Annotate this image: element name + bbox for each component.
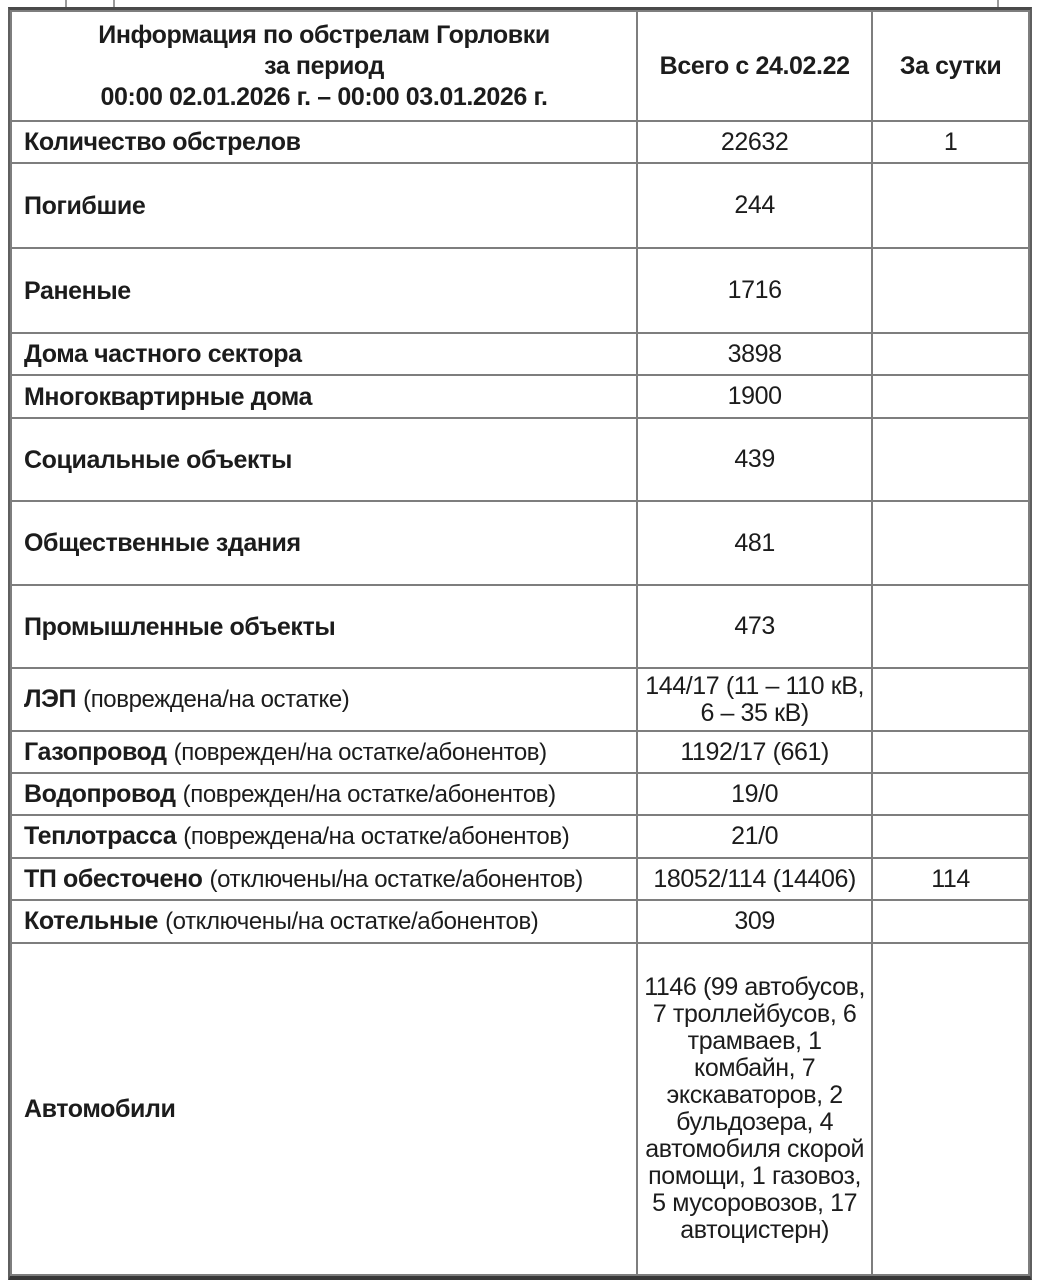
row-label: Теплотрасса: [24, 822, 177, 850]
row-daily-value: [871, 584, 1030, 669]
row-label-cell: Погибшие: [9, 162, 639, 249]
table-row: Газопровод (поврежден/на остатке/абоненто…: [9, 730, 1030, 774]
table-row: Теплотрасса (повреждена/на остатке/абонен…: [9, 814, 1030, 859]
row-daily-value: [871, 332, 1030, 376]
table-row: ТП обесточено (отключены/на остатке/абоне…: [9, 857, 1030, 901]
row-label-cell: ЛЭП (повреждена/на остатке): [9, 667, 639, 732]
table-row: Дома частного сектора 3898: [9, 332, 1030, 376]
table-row: Котельные (отключены/на остатке/абонентов…: [9, 899, 1030, 944]
row-daily-value: [871, 814, 1030, 859]
row-label-cell: Водопровод (поврежден/на остатке/абоненто…: [9, 772, 639, 816]
row-label-note: (поврежден/на остатке/абонентов): [182, 780, 556, 808]
table-row: Автомобили 1146 (99 автобусов, 7 троллей…: [9, 942, 1030, 1276]
row-label: Дома частного сектора: [24, 340, 302, 368]
row-total-value: 1716: [636, 247, 874, 334]
row-total-value: 22632: [636, 120, 874, 164]
shelling-info-table: Информация по обстрелам Горловки за пери…: [8, 7, 1032, 1280]
row-daily-value: 114: [871, 857, 1030, 901]
row-label-note: (отключены/на остатке/абонентов): [165, 908, 539, 935]
row-label-cell: Дома частного сектора: [9, 332, 639, 376]
row-daily-value: [871, 162, 1030, 249]
row-total-value: 1900: [636, 374, 874, 419]
row-label-cell: Котельные (отключены/на остатке/абонентов…: [9, 899, 639, 944]
table-row: Раненые 1716: [9, 247, 1030, 334]
row-label-cell: Газопровод (поврежден/на остатке/абоненто…: [9, 730, 639, 774]
cropped-row-artifact: [65, 0, 67, 8]
row-label-cell: Промышленные объекты: [9, 584, 639, 669]
data-table: Информация по обстрелам Горловки за пери…: [9, 10, 1030, 1276]
row-daily-value: [871, 247, 1030, 334]
table-row: Водопровод (поврежден/на остатке/абоненто…: [9, 772, 1030, 816]
row-label-cell: Раненые: [9, 247, 639, 334]
table-row: Промышленные объекты 473: [9, 584, 1030, 669]
row-label: Газопровод: [24, 737, 167, 766]
row-label: Автомобили: [24, 1095, 176, 1123]
row-daily-value: 1: [871, 120, 1030, 164]
row-total-value: 1192/17 (661): [636, 730, 874, 774]
row-daily-value: [871, 730, 1030, 774]
row-total-value: 481: [636, 500, 874, 586]
row-total-value: 439: [636, 417, 874, 502]
row-total-value: 309: [636, 899, 874, 944]
row-label: ЛЭП: [24, 685, 77, 713]
row-label-cell: Общественные здания: [9, 500, 639, 586]
row-total-value: 473: [636, 584, 874, 669]
row-label-note: (повреждена/на остатке/абонентов): [183, 823, 570, 850]
row-label-cell: Автомобили: [9, 942, 639, 1276]
row-label-note: (отключены/на остатке/абонентов): [209, 865, 584, 893]
row-label: Социальные объекты: [24, 445, 292, 474]
row-total-value: 244: [636, 162, 874, 249]
table-row: Погибшие 244: [9, 162, 1030, 249]
row-daily-value: [871, 772, 1030, 816]
table-row: ЛЭП (повреждена/на остатке) 144/17 (11 – …: [9, 667, 1030, 732]
row-label: Промышленные объекты: [24, 612, 336, 641]
row-label: Общественные здания: [24, 529, 301, 557]
column-header-daily: За сутки: [871, 10, 1030, 122]
row-label: Водопровод: [24, 779, 176, 808]
row-daily-value: [871, 667, 1030, 732]
row-daily-value: [871, 942, 1030, 1276]
row-daily-value: [871, 899, 1030, 944]
row-daily-value: [871, 374, 1030, 419]
row-label: Котельные: [24, 907, 159, 935]
cropped-row-artifact: [997, 0, 999, 8]
header-row: Информация по обстрелам Горловки за пери…: [9, 10, 1030, 122]
row-total-value: 18052/114 (14406): [636, 857, 874, 901]
row-label-cell: ТП обесточено (отключены/на остатке/абоне…: [9, 857, 639, 901]
row-daily-value: [871, 500, 1030, 586]
row-label: ТП обесточено: [24, 864, 203, 893]
row-label: Погибшие: [24, 191, 146, 220]
row-daily-value: [871, 417, 1030, 502]
row-label-cell: Теплотрасса (повреждена/на остатке/абонен…: [9, 814, 639, 859]
row-label-cell: Количество обстрелов: [9, 120, 639, 164]
table-title-line3: 00:00 02.01.2026 г. – 00:00 03.01.2026 г…: [100, 82, 548, 111]
row-label-cell: Многоквартирные дома: [9, 374, 639, 419]
table-title-line1: Информация по обстрелам Горловки: [98, 20, 550, 49]
row-label: Количество обстрелов: [24, 128, 301, 156]
cropped-row-artifact: [113, 0, 115, 8]
row-total-value: 21/0: [636, 814, 874, 859]
table-row: Многоквартирные дома 1900: [9, 374, 1030, 419]
row-label-note: (повреждена/на остатке): [83, 686, 350, 713]
row-label-note: (поврежден/на остатке/абонентов): [173, 738, 547, 766]
row-total-value: 144/17 (11 – 110 кВ, 6 – 35 кВ): [636, 667, 874, 732]
row-label: Многоквартирные дома: [24, 382, 313, 411]
column-header-total: Всего с 24.02.22: [636, 10, 874, 122]
row-total-value: 19/0: [636, 772, 874, 816]
row-label: Раненые: [24, 276, 131, 305]
table-title-cell: Информация по обстрелам Горловки за пери…: [9, 10, 639, 122]
table-row: Общественные здания 481: [9, 500, 1030, 586]
table-row: Социальные объекты 439: [9, 417, 1030, 502]
table-title-line2: за период: [264, 51, 384, 80]
row-total-value: 1146 (99 автобусов, 7 троллейбусов, 6 тр…: [636, 942, 874, 1276]
row-label-cell: Социальные объекты: [9, 417, 639, 502]
row-total-value: 3898: [636, 332, 874, 376]
table-row: Количество обстрелов 22632 1: [9, 120, 1030, 164]
